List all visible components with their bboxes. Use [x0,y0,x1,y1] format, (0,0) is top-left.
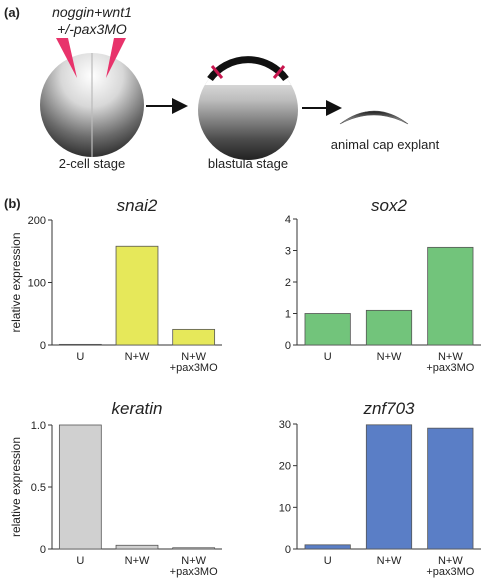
blastula-embryo-icon [198,56,298,160]
y-tick-label: 1 [285,309,291,321]
chart-title: sox2 [371,196,407,215]
panel-a-label: (a) [4,5,20,20]
y-tick-label: 10 [279,502,291,514]
y-tick-label: 20 [279,461,291,473]
bar-U [58,343,102,346]
bar-U [304,313,351,346]
chart-title: znf703 [362,399,415,418]
x-tick-label: N+W [377,555,402,567]
y-tick-label: 100 [28,278,46,290]
y-axis-label: relative expression [9,437,23,537]
x-tick-label: +pax3MO [426,566,474,578]
chart-keratin: keratin relative expression 0 0.5 1.0 U N+W N+W… [9,399,222,578]
x-tick-label: N+W [125,555,150,567]
bar-N+W-+pax3MO [172,328,216,346]
bar-N+W [365,424,413,550]
y-tick-label: 30 [279,419,291,431]
y-tick-label: 200 [28,215,46,227]
y-axis-label: relative expression [9,232,23,332]
bar-U [304,544,351,550]
x-tick-label: +pax3MO [170,566,218,578]
y-tick-label: 0 [285,544,291,556]
bar-N+W-+pax3MO [427,427,474,550]
x-tick-label: N+W [438,351,463,363]
injection-label-line1: noggin+wnt1 [52,4,132,20]
bar-N+W [115,245,159,346]
injection-needle-left-icon [56,38,77,78]
y-tick-label: 0 [40,340,46,352]
y-tick-label: 1.0 [31,420,46,432]
stage-label-animal-cap: animal cap explant [331,137,440,152]
x-tick-label: U [324,555,332,567]
x-tick-label: N+W [377,351,402,363]
y-tick-label: 3 [285,246,291,258]
x-tick-label: U [324,351,332,363]
bar-U [58,424,102,550]
injection-needle-right-icon [106,38,126,78]
bar-N+W-+pax3MO [172,547,216,550]
bar-N+W-+pax3MO [427,246,474,346]
x-tick-label: N+W [181,351,206,363]
x-tick-label: U [76,351,84,363]
y-tick-label: 0.5 [31,482,46,494]
chart-title: keratin [111,399,162,418]
x-tick-label: +pax3MO [426,362,474,374]
y-tick-label: 0 [285,340,291,352]
y-tick-label: 0 [40,544,46,556]
stage-label-blastula: blastula stage [208,156,288,171]
panel-b-label: (b) [4,196,21,211]
y-tick-label: 2 [285,277,291,289]
y-tick-label: 4 [285,214,291,226]
bar-N+W [365,309,413,346]
x-tick-label: +pax3MO [170,362,218,374]
stage-label-2-cell: 2-cell stage [59,156,125,171]
x-tick-label: N+W [125,351,150,363]
x-tick-label: N+W [438,555,463,567]
animal-cap-explant-icon [339,110,409,125]
x-tick-label: U [76,555,84,567]
two-cell-embryo-icon [40,53,144,157]
x-tick-label: N+W [181,555,206,567]
injection-label-line2: +/-pax3MO [57,21,127,37]
chart-title: snai2 [117,196,158,215]
bar-N+W [115,544,159,550]
